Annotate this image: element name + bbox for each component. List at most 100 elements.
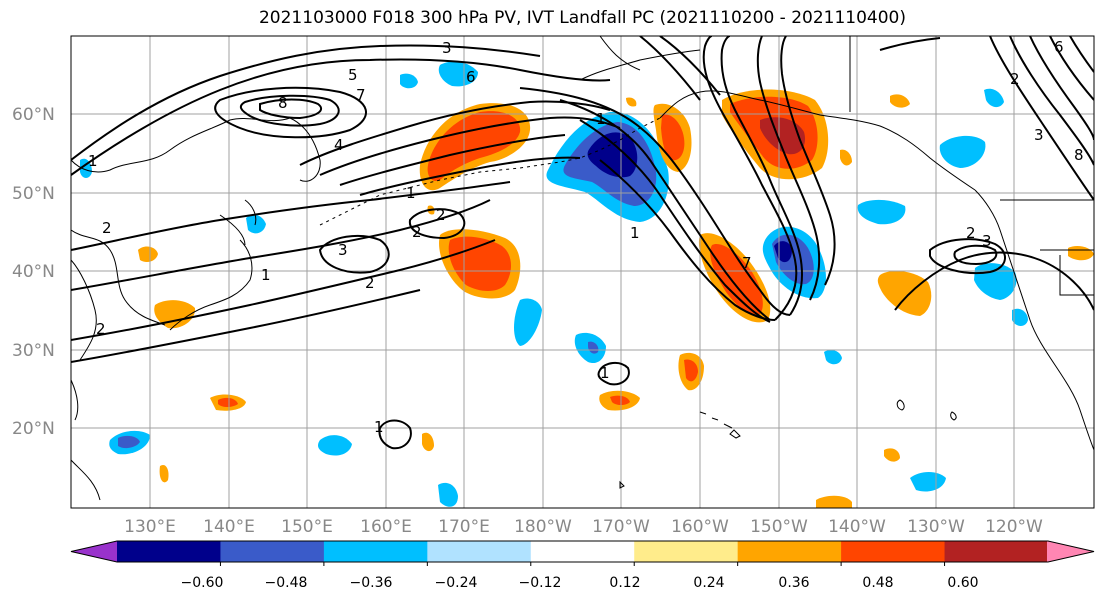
negative-anomaly-patch: [587, 132, 638, 178]
pv-contours: [71, 36, 1094, 450]
negative-anomaly-patch: [984, 88, 1004, 108]
colorbar: [70, 540, 1095, 566]
pv-contour-label: 2: [1010, 70, 1020, 88]
negative-anomaly-patch: [588, 341, 599, 354]
lon-label: 140°W: [828, 517, 886, 537]
negative-anomaly-patch: [318, 435, 352, 456]
positive-anomaly-patch: [684, 359, 698, 382]
lon-label: 160°E: [360, 517, 412, 537]
chart-title: 2021103000 F018 300 hPa PV, IVT Landfall…: [258, 8, 906, 28]
pv-contour-label: 2: [436, 206, 446, 224]
pv-contour-label: 3: [1034, 126, 1044, 144]
colorbar-swatch: [220, 541, 325, 562]
negative-anomaly-patch: [246, 214, 266, 234]
pv-contour-label: 4: [334, 136, 344, 154]
colorbar-tick-label: −0.12: [519, 575, 562, 591]
plot-frame: [70, 35, 1095, 509]
pv-contour-label: 2: [102, 219, 112, 237]
positive-anomaly-patch: [626, 97, 637, 107]
lon-label: 130°W: [907, 517, 965, 537]
pv-contour-label: 2: [966, 224, 976, 242]
colorbar-tick-label: 0.60: [947, 575, 978, 591]
negative-anomaly-patch: [438, 61, 478, 87]
pv-contour-label: 1: [88, 152, 98, 170]
positive-anomaly-patch: [760, 117, 806, 155]
colorbar-swatch: [634, 541, 739, 562]
negative-anomaly-patch: [400, 73, 418, 89]
colorbar-tick-label: −0.48: [265, 575, 308, 591]
negative-anomaly-patch: [118, 435, 140, 449]
negative-anomaly-patch: [1012, 308, 1028, 326]
pv-contour-label: 1: [406, 184, 416, 202]
positive-anomaly-patch: [890, 94, 910, 108]
pv-contour-label: 6: [1054, 38, 1064, 56]
negative-anomaly-patch: [939, 135, 986, 168]
positive-anomaly-patch: [610, 395, 630, 405]
colorbar-tick-label: −0.36: [350, 575, 393, 591]
pv-contour-label: 3: [338, 241, 348, 259]
colorbar-swatch: [944, 541, 1049, 562]
positive-anomaly-patch: [877, 270, 932, 316]
lon-label: 140°E: [203, 517, 255, 537]
pv-contour-label: 6: [466, 68, 476, 86]
map-background: [71, 36, 1094, 508]
positive-anomaly-patch: [138, 246, 158, 262]
pv-contour-label: 2: [412, 223, 422, 241]
colorbar-tick-label: −0.60: [181, 575, 224, 591]
colorbar-swatch: [737, 541, 842, 562]
positive-anomaly-patch: [218, 397, 238, 407]
colorbar-swatch: [841, 541, 946, 562]
negative-anomaly-patch: [910, 472, 946, 492]
pv-contour-label: 2: [96, 320, 106, 338]
colorbar-swatch: [530, 541, 635, 562]
negative-anomaly-patch: [857, 199, 906, 225]
lat-label: 50°N: [12, 184, 55, 204]
positive-anomaly-patch: [427, 111, 521, 182]
pv-contour-label: 8: [1074, 146, 1084, 164]
colorbar-swatch: [427, 541, 532, 562]
colorbar-tick-label: 0.24: [693, 575, 724, 591]
pv-contour-label: 7: [356, 86, 366, 104]
pv-contour-label: 5: [348, 66, 358, 84]
colorbar-swatch: [323, 541, 428, 562]
colorbar-min-extension: [71, 541, 118, 562]
positive-anomaly-patch: [154, 300, 196, 329]
negative-anomaly-patch: [438, 482, 458, 507]
pv-contour-label: 1: [374, 418, 384, 436]
longitude-labels: 130°E 140°E 150°E 160°E 170°E 180°W 170°…: [124, 517, 1043, 537]
colorbar-tick-label: 0.48: [862, 575, 893, 591]
negative-anomaly-patch: [514, 298, 542, 346]
pv-contour-label: 2: [365, 274, 375, 292]
positive-anomaly-patch: [710, 243, 763, 315]
pv-contour-label: 3: [982, 232, 992, 250]
pv-contour-label: 1: [630, 224, 640, 242]
lon-label: 150°W: [750, 517, 808, 537]
pv-contour-label: 1: [261, 266, 271, 284]
positive-anomaly-patch: [422, 432, 434, 452]
colorbar-tick-labels: −0.60 −0.48 −0.36 −0.24 −0.12 0.12 0.24 …: [181, 575, 979, 591]
negative-anomaly-patch: [824, 350, 842, 365]
lat-label: 40°N: [12, 262, 55, 282]
lat-label: 20°N: [12, 419, 55, 439]
positive-anomaly-patch: [159, 464, 169, 483]
colorbar-swatch: [117, 541, 221, 562]
colorbar-tick-label: −0.24: [435, 575, 478, 591]
latitude-labels: 60°N 50°N 40°N 30°N 20°N: [12, 105, 55, 439]
contour-labels: 1 2 3 4 5 6 7 8 2 1 2 3 2 2 1 7 1 1 1 1 …: [88, 38, 1084, 436]
lon-label: 180°W: [514, 517, 572, 537]
lon-label: 130°E: [124, 517, 176, 537]
lat-label: 30°N: [12, 341, 55, 361]
pv-contour-label: 1: [596, 110, 606, 128]
positive-anomaly-patch: [884, 448, 900, 462]
positive-anomaly-patch: [661, 114, 685, 161]
colorbar-outline: [70, 540, 1095, 563]
pv-contour-label: 7: [742, 254, 752, 272]
lon-label: 150°E: [281, 517, 333, 537]
positive-anomaly-patch: [816, 495, 852, 508]
lon-label: 160°W: [671, 517, 729, 537]
lon-label: 170°W: [592, 517, 650, 537]
colorbar-tick-label: 0.36: [778, 575, 809, 591]
pv-contour-label: 8: [278, 94, 288, 112]
pv-contour-label: 1: [600, 364, 610, 382]
